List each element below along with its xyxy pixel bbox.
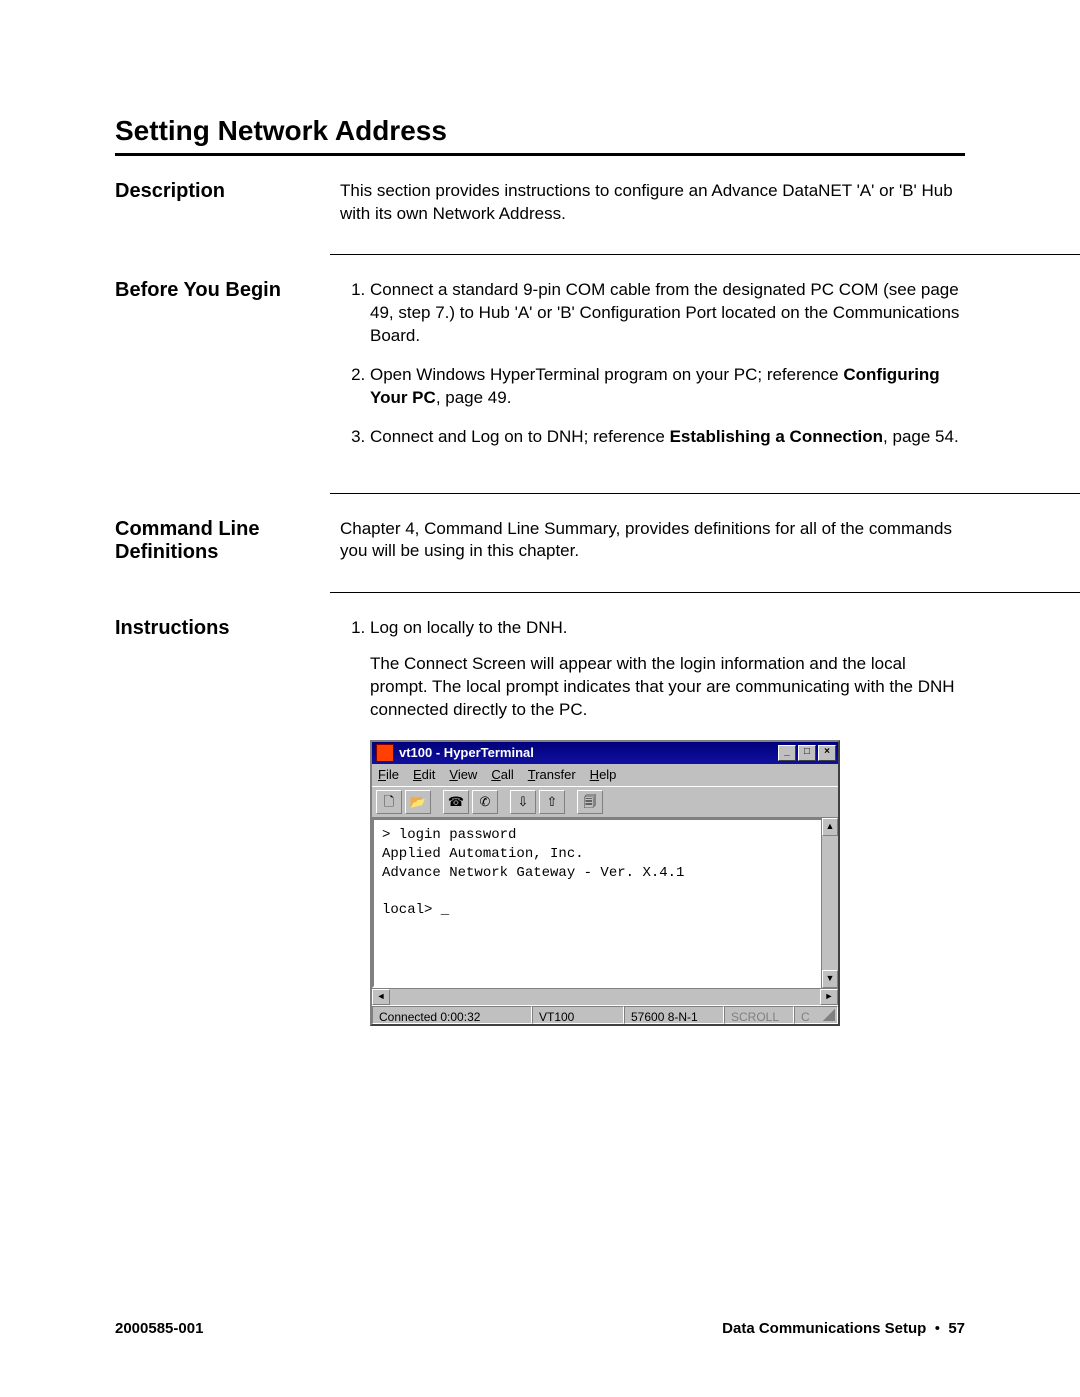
vertical-scrollbar[interactable]: ▲ ▼: [821, 818, 838, 988]
toolbar-receive-icon[interactable]: ⇧: [539, 790, 565, 814]
before-step-1: Connect a standard 9-pin COM cable from …: [370, 279, 965, 348]
footer-bullet: •: [935, 1320, 940, 1337]
instructions-step-1: Log on locally to the DNH. The Connect S…: [370, 617, 965, 1026]
before-step-3c: , page 54.: [883, 427, 959, 446]
label-description: Description: [115, 180, 340, 203]
hyperterminal-window: vt100 - HyperTerminal _ □ × File Edit V: [370, 740, 840, 1026]
footer-page-number: 57: [948, 1320, 965, 1337]
minimize-button[interactable]: _: [778, 745, 796, 761]
status-caps: C: [794, 1006, 838, 1024]
before-step-2c: , page 49.: [436, 388, 512, 407]
menu-edit[interactable]: Edit: [413, 766, 435, 784]
text-command-line-definitions: Chapter 4, Command Line Summary, provide…: [340, 518, 965, 564]
titlebar[interactable]: vt100 - HyperTerminal _ □ ×: [372, 742, 838, 764]
menu-transfer[interactable]: Transfer: [528, 766, 576, 784]
title-rule: [115, 153, 965, 156]
resize-grip-icon[interactable]: [823, 1009, 835, 1021]
instructions-step-1-para: The Connect Screen will appear with the …: [370, 653, 965, 722]
menu-help[interactable]: Help: [590, 766, 617, 784]
section-description: Description This section provides instru…: [115, 180, 965, 226]
before-step-2: Open Windows HyperTerminal program on yo…: [370, 364, 965, 410]
toolbar-properties-icon[interactable]: 🗐: [577, 790, 603, 814]
scroll-up-icon[interactable]: ▲: [822, 818, 838, 836]
section-rule: [330, 592, 1080, 593]
scroll-down-icon[interactable]: ▼: [822, 970, 838, 988]
section-instructions: Instructions Log on locally to the DNH. …: [115, 617, 965, 1042]
before-steps-list: Connect a standard 9-pin COM cable from …: [340, 279, 965, 449]
status-connected: Connected 0:00:32: [372, 1006, 532, 1024]
status-emulation: VT100: [532, 1006, 624, 1024]
menu-view[interactable]: View: [449, 766, 477, 784]
window-title: vt100 - HyperTerminal: [399, 744, 534, 762]
section-rule: [330, 493, 1080, 494]
section-command-line-definitions: Command Line Definitions Chapter 4, Comm…: [115, 518, 965, 564]
content-before-you-begin: Connect a standard 9-pin COM cable from …: [340, 279, 965, 465]
toolbar-open-icon[interactable]: 📂: [405, 790, 431, 814]
toolbar: 🗋 📂 ☎ ✆ ⇩ ⇧ 🗐: [372, 786, 838, 818]
before-step-3a: Connect and Log on to DNH; reference: [370, 427, 670, 446]
status-baud: 57600 8-N-1: [624, 1006, 724, 1024]
menu-call[interactable]: Call: [491, 766, 513, 784]
label-command-line-definitions: Command Line Definitions: [115, 518, 340, 564]
close-button[interactable]: ×: [818, 745, 836, 761]
status-scroll: SCROLL: [724, 1006, 794, 1024]
label-instructions: Instructions: [115, 617, 340, 640]
before-step-2a: Open Windows HyperTerminal program on yo…: [370, 365, 843, 384]
scroll-left-icon[interactable]: ◄: [372, 989, 390, 1005]
toolbar-send-icon[interactable]: ⇩: [510, 790, 536, 814]
statusbar: Connected 0:00:32 VT100 57600 8-N-1 SCRO…: [372, 1005, 838, 1024]
menubar: File Edit View Call Transfer Help: [372, 764, 838, 786]
horizontal-scrollbar[interactable]: ◄ ►: [372, 988, 838, 1005]
toolbar-connect-icon[interactable]: ☎: [443, 790, 469, 814]
instructions-steps-list: Log on locally to the DNH. The Connect S…: [340, 617, 965, 1026]
instructions-step-1-text: Log on locally to the DNH.: [370, 618, 568, 637]
scroll-right-icon[interactable]: ►: [820, 989, 838, 1005]
client-area: > login password Applied Automation, Inc…: [372, 818, 838, 988]
document-page: Setting Network Address Description This…: [0, 0, 1080, 1397]
section-before-you-begin: Before You Begin Connect a standard 9-pi…: [115, 279, 965, 465]
page-title: Setting Network Address: [115, 115, 965, 147]
before-step-3: Connect and Log on to DNH; reference Est…: [370, 426, 965, 449]
toolbar-disconnect-icon[interactable]: ✆: [472, 790, 498, 814]
text-description: This section provides instructions to co…: [340, 180, 965, 226]
footer-section: Data Communications Setup: [722, 1320, 926, 1337]
page-footer: 2000585-001 Data Communications Setup • …: [115, 1320, 965, 1337]
footer-right: Data Communications Setup • 57: [722, 1320, 965, 1337]
footer-docnum: 2000585-001: [115, 1320, 203, 1337]
before-step-3b: Establishing a Connection: [670, 427, 883, 446]
maximize-button[interactable]: □: [798, 745, 816, 761]
section-rule: [330, 254, 1080, 255]
toolbar-new-icon[interactable]: 🗋: [376, 790, 402, 814]
terminal-output[interactable]: > login password Applied Automation, Inc…: [372, 818, 821, 988]
label-before-you-begin: Before You Begin: [115, 279, 340, 302]
content-instructions: Log on locally to the DNH. The Connect S…: [340, 617, 965, 1042]
status-caps-text: C: [801, 1010, 810, 1024]
menu-file[interactable]: File: [378, 766, 399, 784]
window-buttons: _ □ ×: [778, 745, 836, 761]
app-icon: [376, 744, 394, 762]
